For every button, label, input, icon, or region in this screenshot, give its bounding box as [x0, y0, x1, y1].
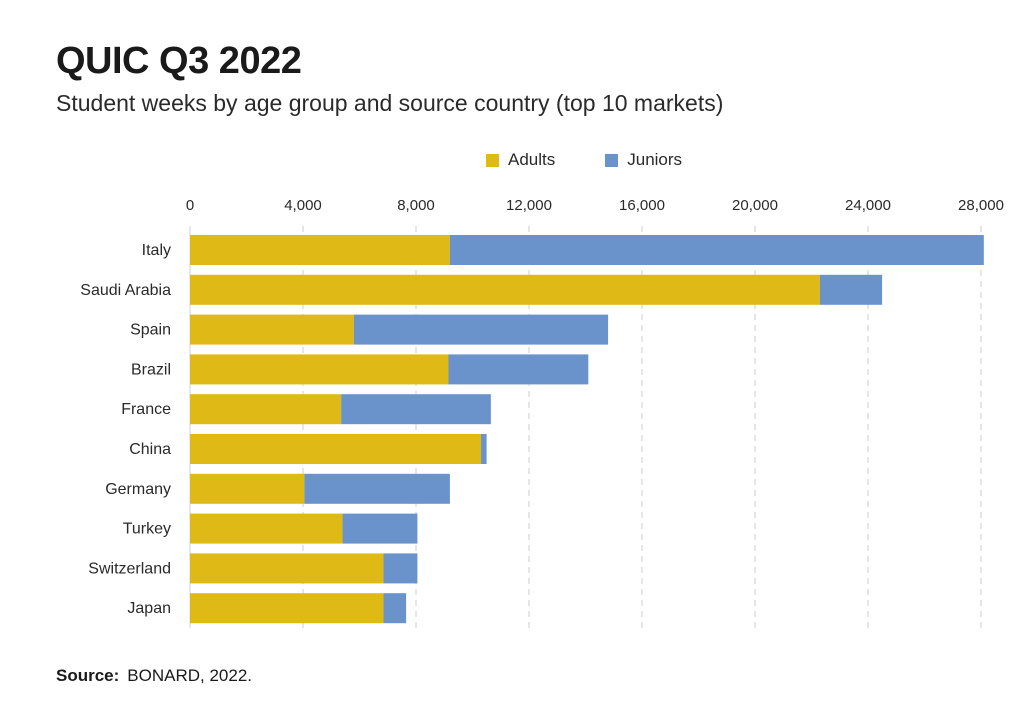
x-tick-label: 20,000 — [732, 197, 778, 214]
bar-juniors-turkey — [342, 513, 418, 544]
x-tick-label: 16,000 — [619, 197, 665, 214]
x-tick-label: 8,000 — [397, 197, 435, 214]
chart-subtitle: Student weeks by age group and source co… — [56, 90, 724, 116]
category-label: Switzerland — [88, 560, 171, 577]
bar-adults-turkey — [190, 513, 343, 544]
source-note: Source: BONARD, 2022. — [56, 666, 252, 686]
x-tick-label: 24,000 — [845, 197, 891, 214]
bar-adults-brazil — [190, 354, 449, 385]
category-label: Japan — [127, 600, 171, 617]
bar-adults-france — [190, 394, 342, 425]
chart-title: QUIC Q3 2022 — [56, 40, 302, 82]
bar-juniors-saudi-arabia — [819, 274, 883, 305]
legend-item-juniors: Juniors — [605, 150, 682, 170]
source-label: Source: — [56, 666, 120, 685]
bar-adults-saudi-arabia — [190, 274, 820, 305]
legend-item-adults: Adults — [486, 150, 555, 170]
bar-adults-switzerland — [190, 553, 384, 584]
bar-adults-japan — [190, 593, 384, 624]
bar-juniors-spain — [353, 314, 609, 345]
legend-swatch-juniors — [605, 153, 619, 167]
bar-adults-spain — [190, 314, 354, 345]
bar-juniors-germany — [304, 473, 450, 504]
category-label: France — [121, 401, 171, 418]
category-label: Turkey — [123, 521, 171, 538]
bar-juniors-switzerland — [383, 553, 418, 584]
x-tick-label: 28,000 — [958, 197, 1004, 214]
x-tick-label: 0 — [186, 197, 194, 214]
x-tick-label: 12,000 — [506, 197, 552, 214]
chart-legend: Adults Juniors — [486, 150, 682, 170]
bar-juniors-italy — [449, 235, 984, 265]
category-label: Brazil — [131, 361, 171, 378]
bar-juniors-china — [480, 434, 487, 464]
bar-adults-china — [190, 434, 481, 464]
category-label: China — [129, 441, 171, 458]
bar-juniors-brazil — [448, 354, 589, 385]
category-label: Germany — [105, 481, 171, 498]
category-label: Italy — [142, 242, 171, 259]
bar-adults-germany — [190, 473, 305, 504]
bar-juniors-japan — [383, 593, 407, 624]
x-tick-label: 4,000 — [284, 197, 322, 214]
bar-adults-italy — [190, 235, 450, 265]
legend-swatch-adults — [486, 153, 499, 167]
category-label: Saudi Arabia — [80, 282, 171, 299]
legend-label-juniors: Juniors — [627, 150, 683, 169]
source-text: BONARD, 2022. — [127, 666, 253, 685]
legend-label-adults: Adults — [508, 150, 556, 169]
bar-juniors-france — [341, 394, 491, 425]
category-label: Spain — [130, 322, 171, 339]
